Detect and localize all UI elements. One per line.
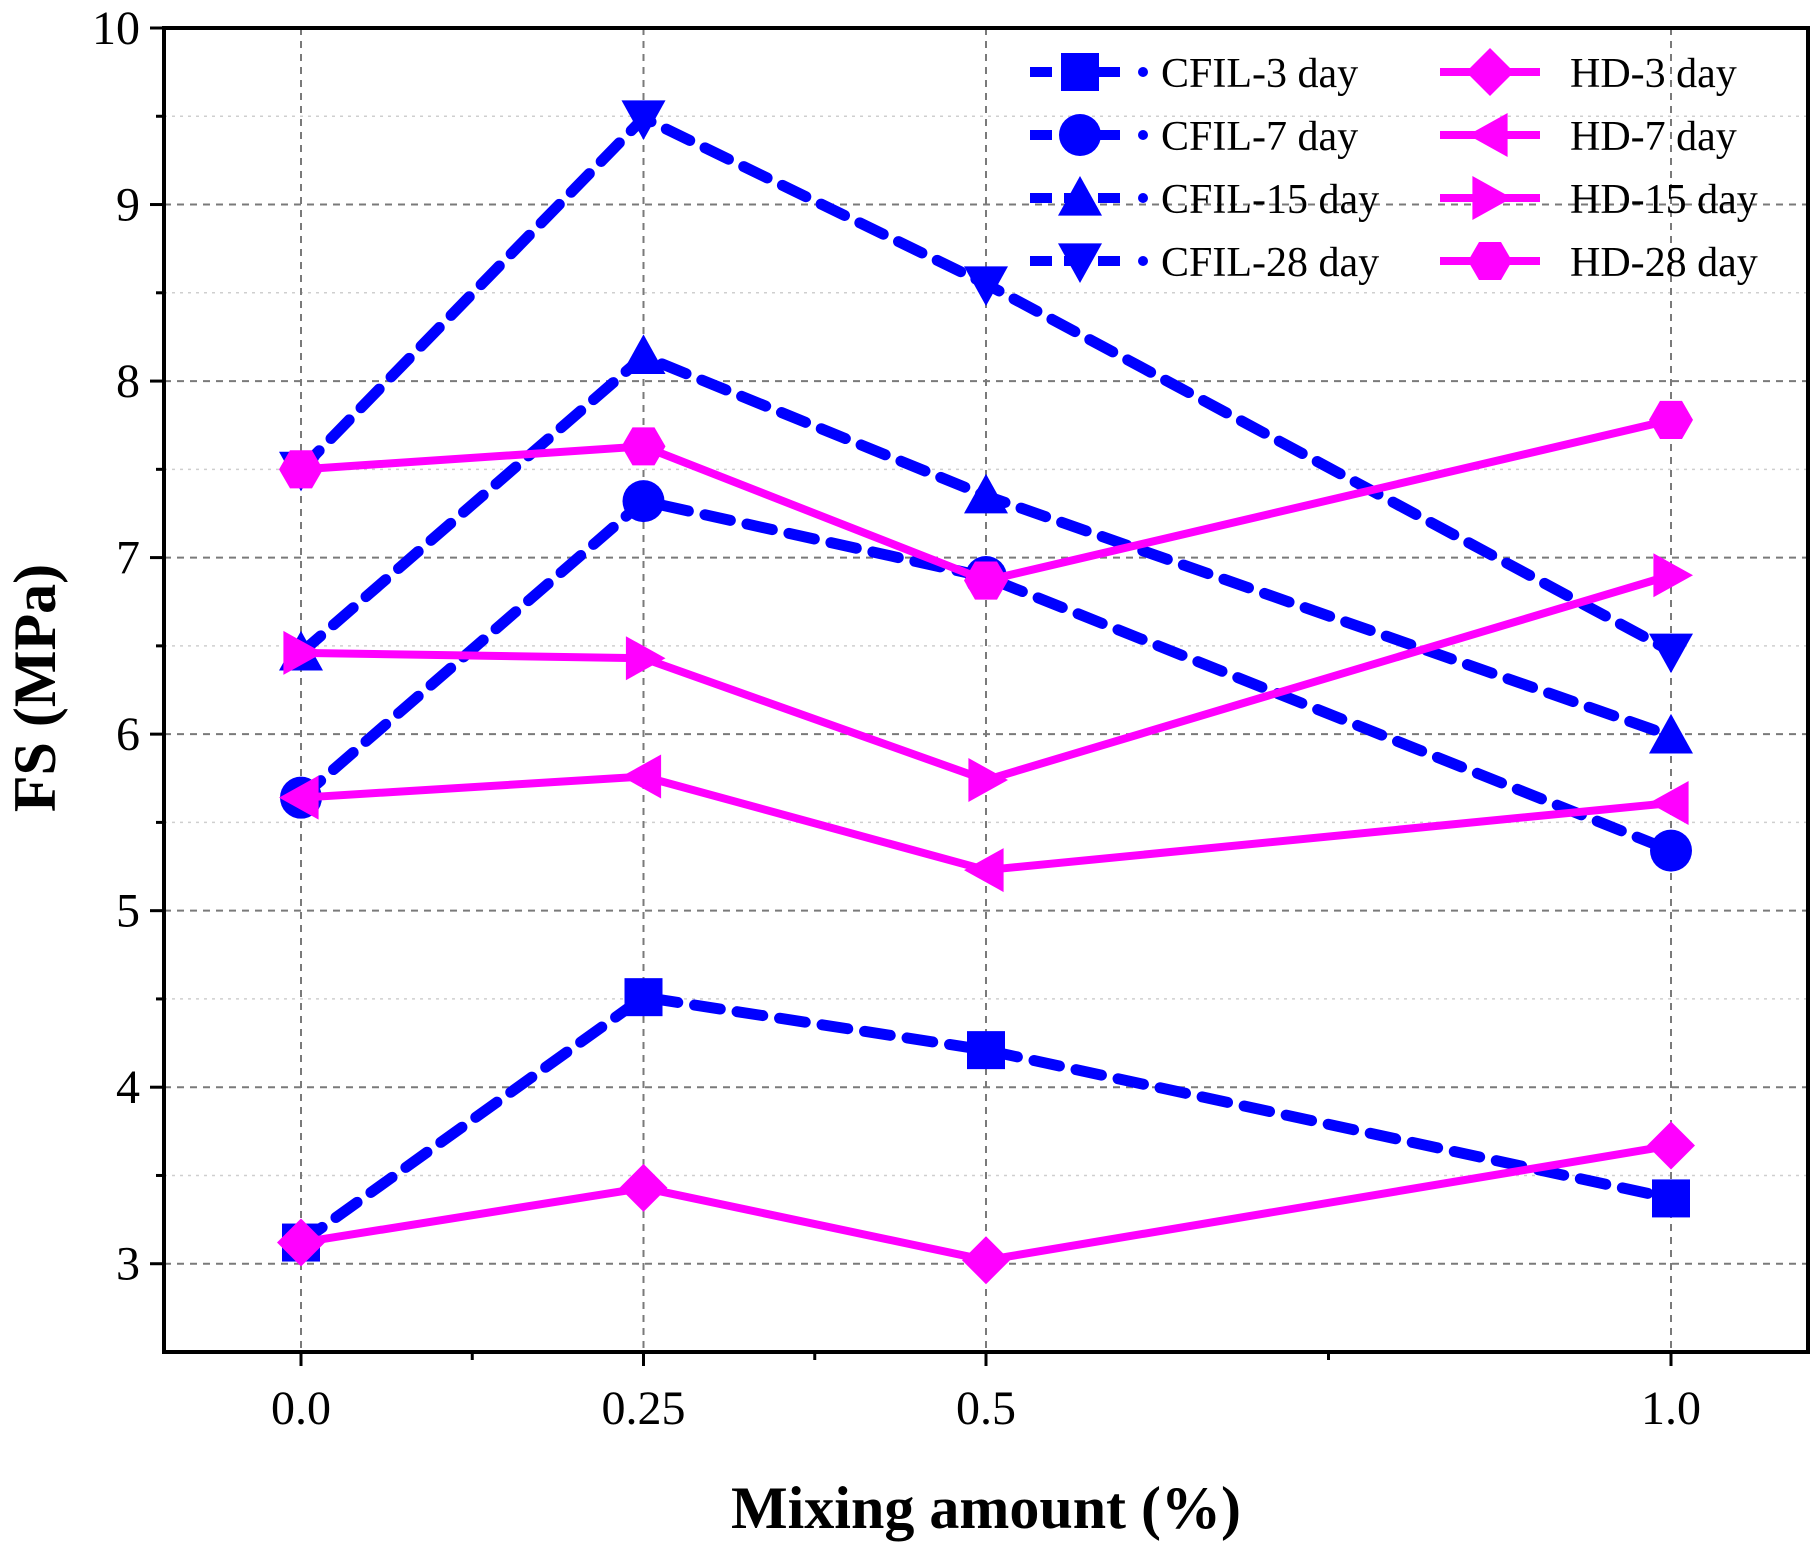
y-tick-label: 6 (116, 708, 140, 761)
legend-label: HD-15 day (1570, 177, 1758, 223)
x-tick-label: 0.0 (271, 1382, 331, 1435)
legend-item: HD-15 day (1440, 176, 1758, 223)
data-point (967, 1031, 1005, 1070)
x-tick-label: 0.25 (602, 1382, 686, 1435)
legend-marker (1058, 176, 1102, 216)
data-point (1650, 829, 1692, 872)
data-point (277, 1218, 325, 1267)
y-tick-label: 7 (116, 532, 140, 585)
y-axis-title: FS (MPa) (2, 564, 68, 812)
data-point (625, 636, 666, 681)
series-hd-3-day (277, 1121, 1695, 1285)
legend-item: HD-7 day (1440, 113, 1737, 160)
data-point (621, 334, 666, 374)
series-line (295, 495, 1677, 857)
legend-marker (1468, 241, 1512, 281)
legend-item: CFIL-7 day (1030, 114, 1358, 160)
legend-item: CFIL-28 day (1030, 240, 1379, 286)
data-point (621, 100, 666, 141)
legend-marker (1466, 48, 1514, 96)
series-line (300, 571, 1673, 785)
data-point (1649, 713, 1693, 754)
data-point (1647, 1121, 1695, 1170)
grid-layer (164, 27, 1808, 1352)
series-line (300, 772, 1672, 875)
legend-label: CFIL-15 day (1161, 177, 1379, 223)
series-layer (277, 100, 1695, 1285)
data-point (621, 754, 662, 799)
y-tick-label: 9 (116, 179, 140, 232)
data-point (622, 480, 665, 523)
series-line (300, 416, 1672, 585)
legend-marker (1468, 113, 1508, 157)
legend-label: HD-28 day (1570, 240, 1758, 286)
data-point (964, 266, 1008, 306)
legend-item: HD-3 day (1440, 48, 1737, 97)
data-point (1649, 633, 1693, 674)
y-tick-label: 3 (116, 1238, 140, 1291)
data-point (964, 561, 1008, 600)
y-tick-label: 8 (116, 355, 140, 408)
series-line (295, 991, 1677, 1249)
legend-dot (1138, 193, 1148, 203)
series-hd-28-day (279, 400, 1693, 600)
data-point (279, 450, 323, 489)
data-point (1652, 1179, 1690, 1218)
series-line (295, 350, 1677, 742)
data-point (279, 775, 319, 820)
series-hd-15-day (283, 553, 1693, 803)
legend-label: HD-3 day (1570, 51, 1737, 97)
data-point (1653, 553, 1693, 598)
data-point (1649, 780, 1689, 825)
data-point (621, 427, 666, 466)
data-point (962, 1236, 1010, 1285)
legend-label: CFIL-7 day (1161, 114, 1358, 160)
x-axis-title: Mixing amount (%) (731, 1475, 1241, 1541)
series-line (295, 112, 1677, 657)
legend-marker (1058, 243, 1102, 283)
legend-marker (1059, 114, 1101, 156)
series-hd-7-day (279, 754, 1689, 893)
legend: CFIL-3 day CFIL-7 day CFIL-15 day CFIL-28 d… (1030, 48, 1758, 286)
legend-item: CFIL-3 day (1030, 51, 1358, 97)
y-tick-label: 10 (92, 2, 140, 55)
data-point (1649, 400, 1693, 439)
data-point (964, 473, 1008, 514)
y-tick-label: 5 (116, 885, 140, 938)
legend-label: CFIL-28 day (1161, 240, 1379, 286)
legend-item: HD-28 day (1440, 240, 1758, 286)
data-point (968, 758, 1008, 803)
legend-marker (1061, 53, 1099, 91)
legend-dot (1138, 256, 1148, 266)
legend-label: CFIL-3 day (1161, 51, 1358, 97)
legend-marker (1472, 176, 1512, 220)
data-point (624, 978, 663, 1017)
legend-dot (1138, 67, 1148, 77)
legend-label: HD-7 day (1570, 114, 1737, 160)
axes-layer: 3 4 5 6 7 8 9 10 0.0 0.25 0.5 1.0 (92, 2, 1810, 1435)
legend-dot (1138, 130, 1148, 140)
legend-item: CFIL-15 day (1030, 176, 1379, 223)
data-point (964, 848, 1004, 893)
series-line (300, 1141, 1672, 1265)
x-tick-label: 1.0 (1641, 1382, 1701, 1435)
data-point (283, 630, 323, 675)
x-tick-label: 0.5 (956, 1382, 1016, 1435)
y-tick-label: 4 (116, 1061, 140, 1114)
data-point (619, 1163, 668, 1212)
